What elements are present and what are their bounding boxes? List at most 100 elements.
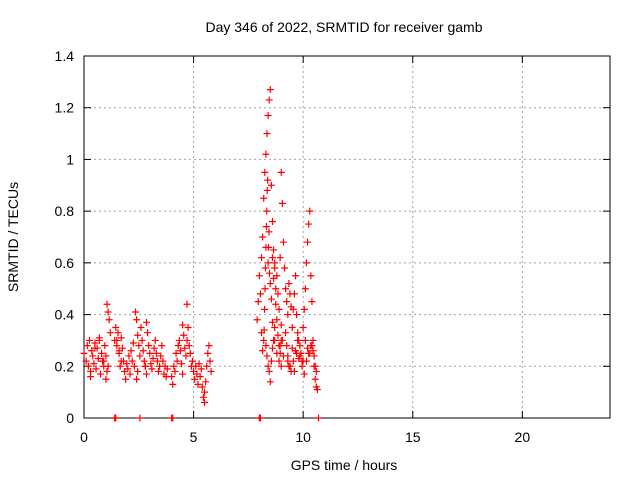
data-point — [277, 362, 285, 370]
data-point — [182, 352, 190, 360]
data-point — [157, 352, 165, 360]
data-point — [205, 342, 213, 350]
data-point — [312, 367, 320, 375]
data-point — [198, 383, 206, 391]
data-point — [125, 352, 133, 360]
data-point — [284, 311, 292, 319]
data-point — [302, 357, 310, 365]
data-point — [135, 342, 143, 350]
data-point — [260, 194, 268, 202]
data-point — [299, 324, 307, 331]
y-tick-labels: 0 0.2 0.4 0.6 0.8 1 1.2 1.4 — [55, 48, 75, 426]
data-point — [270, 274, 278, 282]
data-point — [133, 316, 141, 324]
data-point — [272, 300, 280, 308]
data-point — [277, 336, 285, 344]
data-point — [176, 347, 184, 355]
data-point — [276, 342, 284, 350]
data-point — [268, 318, 276, 326]
data-point — [115, 347, 123, 355]
y-tick-label: 0 — [66, 410, 74, 426]
data-point — [263, 130, 271, 138]
data-point — [124, 365, 132, 373]
data-point — [259, 233, 267, 241]
data-point — [155, 367, 163, 375]
data-point — [304, 238, 312, 246]
data-point — [270, 246, 278, 254]
data-point — [261, 285, 269, 293]
data-point — [140, 357, 148, 365]
data-point — [276, 254, 284, 262]
data-point — [144, 329, 152, 337]
data-point — [309, 336, 317, 344]
data-point — [102, 375, 110, 383]
data-point — [277, 168, 285, 176]
data-point — [151, 336, 159, 344]
data-point — [132, 308, 140, 316]
data-point — [102, 352, 110, 360]
data-point — [275, 305, 283, 313]
data-point — [291, 347, 299, 355]
data-point — [311, 375, 319, 383]
data-point — [138, 336, 146, 344]
x-tick-labels: 0 5 10 15 20 — [80, 429, 530, 445]
data-point — [84, 362, 92, 370]
data-point — [172, 349, 180, 357]
data-point — [91, 344, 99, 352]
data-point — [261, 305, 269, 313]
data-point — [289, 305, 297, 313]
data-point — [202, 378, 210, 386]
data-point — [204, 349, 212, 357]
data-point — [136, 352, 144, 360]
data-point — [150, 344, 158, 352]
data-point — [267, 357, 275, 365]
y-tick-label: 0.2 — [55, 358, 75, 374]
data-point — [82, 357, 90, 365]
data-point — [308, 298, 316, 306]
x-tick-label: 0 — [80, 429, 88, 445]
data-point — [282, 285, 290, 293]
data-point — [261, 168, 269, 176]
data-point — [264, 111, 272, 119]
data-point — [128, 357, 136, 365]
data-point — [159, 357, 167, 365]
data-point — [103, 300, 111, 308]
data-point — [306, 207, 314, 215]
data-point — [287, 367, 295, 375]
data-point — [146, 349, 154, 357]
data-point — [169, 380, 177, 388]
y-tick-label: 1 — [66, 151, 74, 167]
data-point — [85, 336, 93, 344]
data-point — [201, 398, 209, 406]
data-point — [265, 96, 273, 104]
data-point — [265, 269, 273, 277]
data-point — [123, 360, 131, 368]
data-point — [268, 217, 276, 225]
data-point — [96, 370, 104, 378]
data-point — [134, 331, 142, 339]
data-point — [281, 264, 289, 272]
data-points — [80, 86, 323, 422]
data-point — [184, 324, 192, 331]
data-point — [296, 352, 304, 360]
data-point — [305, 220, 313, 228]
y-axis-label: SRMTID / TECUs — [5, 182, 21, 292]
data-point — [277, 321, 285, 329]
data-point — [80, 349, 88, 357]
x-axis-label: GPS time / hours — [291, 457, 398, 473]
data-point — [95, 336, 103, 344]
data-point — [134, 367, 142, 375]
data-point — [285, 362, 293, 370]
data-point — [261, 264, 269, 272]
data-point — [275, 357, 283, 365]
data-point — [278, 199, 286, 207]
data-point — [313, 386, 321, 394]
data-point — [270, 336, 278, 344]
data-point — [264, 176, 272, 184]
data-point — [274, 290, 282, 298]
data-point — [171, 367, 179, 375]
data-point — [152, 349, 160, 357]
data-point — [283, 342, 291, 350]
data-point — [179, 321, 187, 329]
